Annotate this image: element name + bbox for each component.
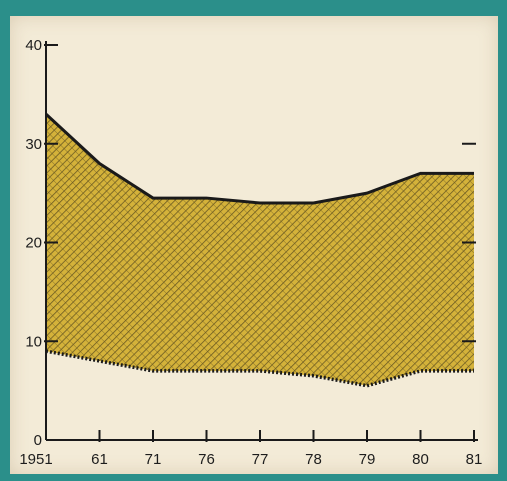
area-band-crosshatch	[46, 114, 474, 386]
series-lower-line	[45, 349, 474, 388]
x-tick-label-81: 81	[466, 451, 483, 468]
x-tick-label-1951: 1951	[19, 451, 52, 468]
x-tick-label-71: 71	[145, 451, 162, 468]
x-tick-label-77: 77	[252, 451, 269, 468]
y-tick-label-40: 40	[25, 37, 42, 54]
x-tick-label-76: 76	[198, 451, 215, 468]
y-tick-label-0: 0	[34, 432, 42, 449]
series-upper-line	[44, 113, 474, 205]
y-tick-label-20: 20	[25, 235, 42, 252]
y-tick-label-30: 30	[25, 136, 42, 153]
x-tick-label-78: 78	[305, 451, 322, 468]
x-tick-label-79: 79	[359, 451, 376, 468]
y-tick-label-10: 10	[25, 333, 42, 350]
x-tick-label-80: 80	[412, 451, 429, 468]
x-tick-label-61: 61	[91, 451, 108, 468]
